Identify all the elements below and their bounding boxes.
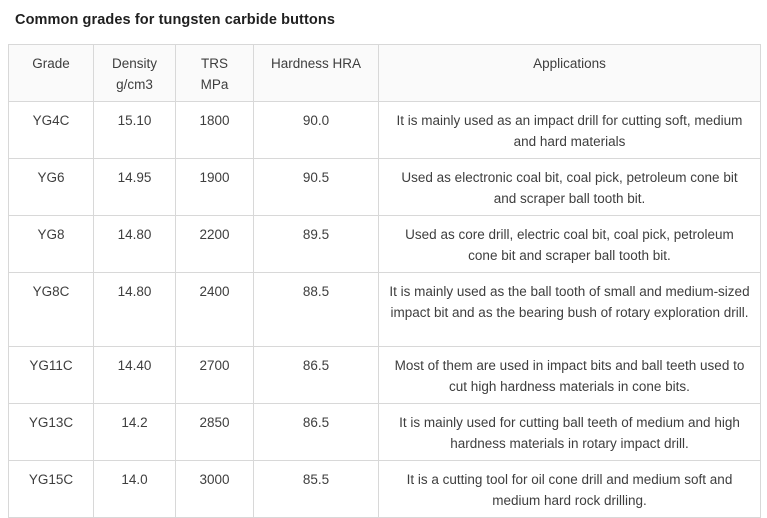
table-row: YG6 14.95 1900 90.5 Used as electronic c… [8,158,761,216]
cell-trs: 3000 [175,460,254,518]
table-row: YG13C 14.2 2850 86.5 It is mainly used f… [8,403,761,461]
table-header-row: Grade Density g/cm3 TRS MPa Hardness HRA… [8,44,761,102]
cell-grade: YG11C [8,346,94,404]
cell-density: 15.10 [93,101,176,159]
cell-applications: It is a cutting tool for oil cone drill … [378,460,761,518]
cell-grade: YG8 [8,215,94,273]
cell-applications: It is mainly used for cutting ball teeth… [378,403,761,461]
page-title: Common grades for tungsten carbide butto… [15,12,335,28]
cell-density: 14.80 [93,215,176,273]
cell-density: 14.0 [93,460,176,518]
cell-applications: Most of them are used in impact bits and… [378,346,761,404]
table-row: YG11C 14.40 2700 86.5 Most of them are u… [8,346,761,404]
cell-grade: YG6 [8,158,94,216]
cell-grade: YG8C [8,272,94,347]
cell-hardness: 85.5 [253,460,379,518]
cell-hardness: 88.5 [253,272,379,347]
table-row: YG8 14.80 2200 89.5 Used as core drill, … [8,215,761,273]
cell-trs: 2850 [175,403,254,461]
table-row: YG15C 14.0 3000 85.5 It is a cutting too… [8,460,761,518]
cell-hardness: 90.5 [253,158,379,216]
header-grade: Grade [8,44,94,102]
cell-hardness: 86.5 [253,403,379,461]
cell-applications: It is mainly used as an impact drill for… [378,101,761,159]
cell-applications: Used as electronic coal bit, coal pick, … [378,158,761,216]
table-row: YG4C 15.10 1800 90.0 It is mainly used a… [8,101,761,159]
table-body: YG4C 15.10 1800 90.0 It is mainly used a… [8,101,761,518]
cell-hardness: 90.0 [253,101,379,159]
cell-trs: 1800 [175,101,254,159]
header-hardness: Hardness HRA [253,44,379,102]
cell-density: 14.95 [93,158,176,216]
cell-hardness: 86.5 [253,346,379,404]
cell-trs: 2400 [175,272,254,347]
cell-hardness: 89.5 [253,215,379,273]
cell-density: 14.80 [93,272,176,347]
cell-density: 14.2 [93,403,176,461]
cell-grade: YG4C [8,101,94,159]
table-row: YG8C 14.80 2400 88.5 It is mainly used a… [8,272,761,347]
cell-applications: Used as core drill, electric coal bit, c… [378,215,761,273]
cell-density: 14.40 [93,346,176,404]
header-applications: Applications [378,44,761,102]
cell-trs: 1900 [175,158,254,216]
cell-trs: 2700 [175,346,254,404]
cell-grade: YG13C [8,403,94,461]
cell-trs: 2200 [175,215,254,273]
header-trs: TRS MPa [175,44,254,102]
tungsten-carbide-grades-table: Grade Density g/cm3 TRS MPa Hardness HRA… [8,44,761,518]
cell-grade: YG15C [8,460,94,518]
header-density: Density g/cm3 [93,44,176,102]
cell-applications: It is mainly used as the ball tooth of s… [378,272,761,347]
